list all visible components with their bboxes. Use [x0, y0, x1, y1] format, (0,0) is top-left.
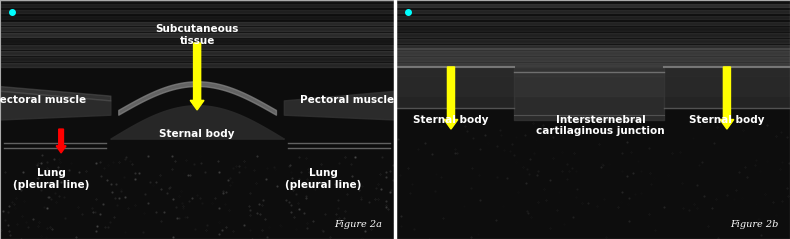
- Text: Lung
(pleural line): Lung (pleural line): [13, 168, 89, 190]
- Bar: [0, 16, 394, 19]
- Bar: [396, 48, 790, 67]
- Bar: [396, 39, 790, 43]
- FancyArrow shape: [720, 67, 734, 129]
- Bar: [396, 57, 790, 61]
- Text: Sternal body: Sternal body: [413, 115, 489, 125]
- FancyArrow shape: [190, 43, 204, 110]
- Text: Sternal body: Sternal body: [160, 129, 235, 139]
- Text: Pectoral muscle: Pectoral muscle: [300, 95, 394, 105]
- Text: Pectoral muscle: Pectoral muscle: [0, 95, 86, 105]
- Bar: [396, 0, 790, 1]
- Bar: [0, 10, 394, 13]
- Bar: [0, 33, 394, 37]
- Bar: [0, 57, 394, 61]
- Bar: [396, 33, 790, 37]
- Text: Lung
(pleural line): Lung (pleural line): [285, 168, 362, 190]
- Bar: [0, 45, 394, 49]
- Bar: [396, 45, 790, 49]
- Bar: [396, 63, 790, 67]
- Bar: [0, 27, 394, 31]
- Text: Subcutaneous
tissue: Subcutaneous tissue: [156, 24, 239, 45]
- Bar: [396, 22, 790, 25]
- FancyArrow shape: [444, 67, 458, 129]
- Bar: [396, 4, 790, 7]
- Text: Sternal body: Sternal body: [689, 115, 765, 125]
- Text: Intersternebral
cartilaginous junction: Intersternebral cartilaginous junction: [536, 115, 665, 136]
- Bar: [396, 27, 790, 31]
- Bar: [0, 0, 394, 1]
- Bar: [396, 65, 790, 76]
- Bar: [0, 51, 394, 55]
- Text: Figure 2b: Figure 2b: [730, 220, 778, 229]
- Bar: [0, 39, 394, 43]
- Bar: [396, 76, 790, 96]
- Bar: [0, 63, 394, 67]
- Bar: [396, 51, 790, 55]
- FancyArrow shape: [56, 129, 66, 153]
- Bar: [396, 16, 790, 19]
- Bar: [396, 10, 790, 13]
- Bar: [0, 4, 394, 7]
- Bar: [0, 22, 394, 25]
- Text: Figure 2a: Figure 2a: [334, 220, 382, 229]
